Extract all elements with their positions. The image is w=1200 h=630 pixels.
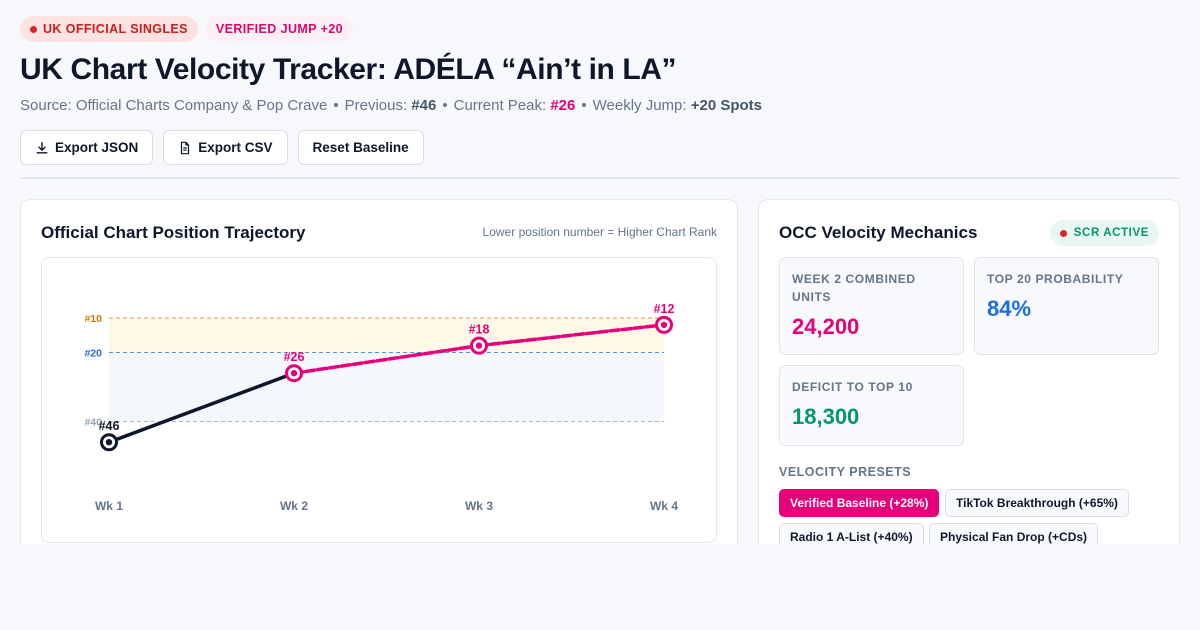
stat-week2-units: WEEK 2 COMBINED UNITS 24,200 [779,257,964,355]
stat-label: TOP 20 PROBABILITY [987,272,1124,286]
stat-label: DEFICIT TO TOP 10 [792,380,913,394]
trajectory-title: Official Chart Position Trajectory [41,223,306,242]
export-csv-label: Export CSV [198,140,273,155]
point-label: #46 [99,419,120,433]
data-point-center [660,321,668,329]
chart-container: #10 #20 #40 #46 #26 #18 #12 Wk 1 Wk 2 Wk 3 Wk 4 [41,257,717,543]
export-csv-button[interactable]: Export CSV [163,130,288,165]
meta-line: Source: Official Charts Company & Pop Cr… [20,96,1180,116]
previous-value: #46 [411,97,437,114]
scr-status-label: SCR ACTIVE [1073,227,1149,239]
meta-separator: • [581,97,587,114]
file-icon [181,141,190,154]
page-header: UK OFFICIAL SINGLES VERIFIED JUMP +20 UK… [20,16,1180,165]
scr-status-badge: SCR ACTIVE [1049,220,1159,246]
projected-trend-line [292,343,481,375]
position-chart: #10 #20 #40#46 #26 #18 #12 Wk 1 Wk 2 Wk 3 Wk 4 [84,302,678,513]
trajectory-note: Lower position number = Higher Chart Ran… [482,225,717,239]
verified-jump-badge: VERIFIED JUMP +20 [205,16,353,42]
top20-band [109,352,664,422]
reference-label: #10 [84,313,102,325]
official-singles-badge: UK OFFICIAL SINGLES [20,16,198,42]
export-json-label: Export JSON [55,140,139,155]
section-divider [20,177,1180,179]
live-dot-icon [30,25,37,33]
peak-value: #26 [550,97,576,114]
stat-deficit-top10: DEFICIT TO TOP 10 18,300 [779,365,964,446]
data-point-center [290,370,298,377]
action-bar: Export JSON Export CSV Reset Baseline [20,130,1180,165]
page-title: UK Chart Velocity Tracker: ADÉLA “Ain’t … [20,53,677,86]
meta-separator: • [333,97,339,114]
stat-label: WEEK 2 COMBINED UNITS [792,272,916,304]
preset-verified-baseline[interactable]: Verified Baseline (+28%) [779,489,940,517]
reference-label: #20 [84,348,102,360]
point-label: #26 [284,350,305,364]
previous-label: Previous: [344,97,408,114]
data-point-center [105,439,113,446]
jump-label: Weekly Jump: [592,97,687,114]
download-icon [36,141,48,154]
trajectory-card: Official Chart Position Trajectory Lower… [20,199,738,544]
reset-baseline-button[interactable]: Reset Baseline [297,130,424,165]
meta-separator: • [442,97,448,114]
export-json-button[interactable]: Export JSON [20,130,154,165]
mechanics-title: OCC Velocity Mechanics [779,223,978,242]
status-dot-icon [1059,229,1067,237]
data-point-center [475,342,483,349]
source-text: Source: Official Charts Company & Pop Cr… [20,97,328,114]
preset-tiktok-breakthrough[interactable]: TikTok Breakthrough (+65%) [945,489,1129,517]
actual-trend-line [107,371,296,444]
preset-radio1-alist[interactable]: Radio 1 A-List (+40%) [779,523,924,544]
x-tick-label: Wk 1 [95,499,123,513]
reference-label: #40 [84,417,102,429]
stat-value: 18,300 [792,404,860,429]
jump-value: +20 Spots [690,97,763,114]
preset-physical-fan-drop[interactable]: Physical Fan Drop (+CDs) [929,523,1099,544]
stat-value: 24,200 [792,314,860,339]
stat-top20-probability: TOP 20 PROBABILITY 84% [974,257,1159,355]
point-label: #12 [654,302,675,316]
projected-trend-line [477,323,666,348]
x-tick-label: Wk 2 [280,499,308,513]
x-tick-label: Wk 3 [465,499,493,513]
peak-label: Current Peak: [453,97,547,114]
official-singles-label: UK OFFICIAL SINGLES [43,22,188,36]
stat-value: 84% [987,296,1032,321]
point-label: #18 [469,323,490,337]
presets-heading: VELOCITY PRESETS [779,465,912,479]
badge-row: UK OFFICIAL SINGLES VERIFIED JUMP +20 [20,16,1180,42]
x-tick-label: Wk 4 [650,499,678,513]
mechanics-card: OCC Velocity Mechanics SCR ACTIVE WEEK 2… [758,199,1180,544]
